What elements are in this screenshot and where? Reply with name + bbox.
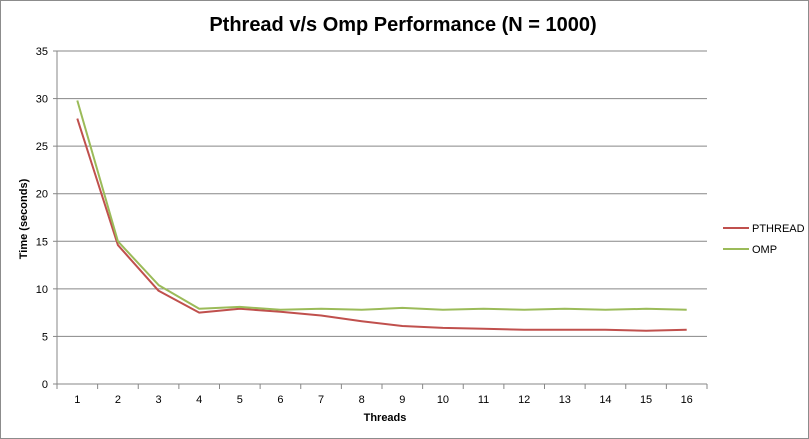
legend: PTHREAD OMP — [723, 223, 805, 256]
x-tick-label: 1 — [74, 394, 80, 406]
x-axis-label: Threads — [364, 412, 407, 424]
series-lines — [76, 100, 687, 332]
y-axis-label: Time (seconds) — [18, 178, 30, 259]
x-tick-label: 4 — [196, 394, 202, 406]
y-tick-label: 10 — [36, 284, 48, 296]
series-line-pthread — [76, 118, 687, 332]
x-tick-label: 8 — [359, 394, 365, 406]
x-tick-label: 9 — [399, 394, 405, 406]
y-tick-label: 20 — [36, 189, 48, 201]
gridlines — [57, 50, 707, 337]
x-tick-label: 12 — [518, 394, 530, 406]
y-tick-label: 5 — [42, 331, 48, 343]
x-tick-label: 5 — [237, 394, 243, 406]
x-tick-label: 7 — [318, 394, 324, 406]
x-tick-label: 3 — [156, 394, 162, 406]
y-tick-label: 35 — [36, 46, 48, 58]
series-line-omp — [76, 100, 687, 311]
legend-label-omp: OMP — [752, 244, 777, 256]
x-tick-label: 2 — [115, 394, 121, 406]
x-tick-label: 10 — [437, 394, 449, 406]
y-tick-label: 25 — [36, 141, 48, 153]
x-tick-label: 11 — [478, 394, 489, 406]
x-tick-label: 14 — [599, 394, 611, 406]
legend-label-pthread: PTHREAD — [752, 223, 805, 235]
y-tick-label: 15 — [36, 236, 48, 248]
y-tick-label: 0 — [42, 379, 48, 391]
x-tick-label: 15 — [640, 394, 652, 406]
y-tick-label: 30 — [36, 94, 48, 106]
x-tick-label: 13 — [559, 394, 571, 406]
x-tick-label: 6 — [277, 394, 283, 406]
chart-title: Pthread v/s Omp Performance (N = 1000) — [209, 14, 596, 36]
x-tick-label: 16 — [681, 394, 693, 406]
